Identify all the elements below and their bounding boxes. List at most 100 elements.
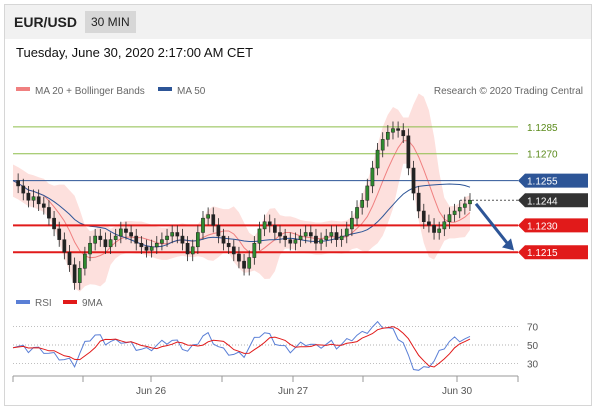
candle-body — [144, 246, 149, 251]
candle-body — [468, 200, 472, 205]
rsi-legend-swatch — [16, 300, 30, 304]
level-tag-1.1230 — [518, 218, 588, 233]
candle-body — [216, 225, 221, 237]
candle-body — [201, 217, 205, 233]
candle-body — [242, 260, 246, 269]
candle-body — [62, 239, 67, 253]
candle-body — [252, 242, 257, 258]
chart-widget: EUR/USD 30 MIN Tuesday, June 30, 2020 2:… — [4, 4, 592, 406]
candle-body — [165, 235, 169, 240]
candle-body — [427, 221, 431, 226]
candle-body — [190, 246, 195, 255]
time-axis-ticks: Jun 26 Jun 27 Jun 30 — [12, 376, 519, 397]
candle-body — [134, 235, 139, 244]
candle-body — [421, 210, 426, 223]
candle-body — [175, 232, 180, 237]
ma50-legend-label: MA 50 — [177, 86, 206, 97]
level-label-1.1255: 1.1255 — [527, 177, 558, 188]
candle-body — [47, 207, 51, 219]
candle-body — [339, 235, 344, 240]
candle-body — [350, 217, 354, 230]
candle-body — [41, 203, 46, 208]
rsi-plot-area: 70 50 30 — [12, 320, 539, 371]
candle-body — [385, 131, 390, 140]
candle-body — [211, 214, 216, 226]
level-label-1.1215: 1.1215 — [527, 248, 558, 259]
candle-body — [247, 257, 252, 269]
candle-body — [329, 232, 334, 237]
bollinger-legend-label: MA 20 + Bollinger Bands — [35, 86, 145, 97]
candle-body — [452, 210, 457, 215]
candle-body — [416, 192, 421, 212]
candle-body — [308, 232, 313, 237]
candle-body — [180, 235, 185, 244]
candle-body — [36, 196, 41, 205]
candle-body — [365, 185, 370, 201]
ma20-line — [12, 140, 471, 259]
candle-body — [113, 235, 118, 240]
level-label-1.1285: 1.1285 — [527, 123, 558, 134]
candle-body — [401, 130, 406, 137]
candle-body — [273, 225, 277, 233]
candle-body — [154, 242, 159, 248]
rsi-ma-line — [12, 326, 471, 368]
candle-body — [293, 239, 298, 244]
chart-header: EUR/USD 30 MIN — [5, 5, 591, 39]
candle-body — [463, 203, 467, 208]
candle-body — [314, 235, 318, 244]
candle-body — [77, 268, 82, 283]
credit-text: Research © 2020 Trading Central — [434, 86, 583, 97]
candle-body — [139, 242, 144, 248]
candle-body — [21, 185, 26, 194]
candle-body — [457, 207, 462, 212]
candle-body — [324, 235, 329, 240]
candle-body — [221, 235, 226, 244]
candle-body — [319, 239, 323, 244]
level-label-1.1244: 1.1244 — [527, 196, 558, 207]
candle-body — [375, 149, 380, 169]
time-tick-label: Jun 27 — [278, 386, 308, 397]
price-chart: MA 20 + Bollinger Bands MA 50 Research ©… — [12, 86, 588, 397]
rsi-ma-legend-swatch — [63, 300, 77, 304]
timeframe-badge[interactable]: 30 MIN — [85, 11, 136, 33]
candle-body — [396, 128, 400, 131]
rsi-tick-50: 50 — [527, 341, 539, 352]
candle-body — [83, 253, 87, 269]
level-label-1.1230: 1.1230 — [527, 221, 558, 232]
candle-body — [437, 228, 442, 233]
rsi-tick-30: 30 — [527, 360, 539, 371]
price-plot-area: 1.1285 1.1270 1.1255 1.1244 1.1230 1.1215 — [12, 93, 588, 292]
candle-body — [16, 180, 20, 187]
symbol-title: EUR/USD — [14, 14, 78, 30]
candle-body — [262, 221, 267, 230]
bollinger-legend-swatch — [16, 87, 30, 91]
level-label-1.1270: 1.1270 — [527, 150, 558, 161]
candle-body — [170, 232, 175, 237]
rsi-ma-legend-label: 9MA — [82, 298, 103, 309]
bollinger-band — [13, 93, 470, 292]
candle-body — [447, 214, 452, 223]
candle-body — [288, 239, 293, 244]
candle-body — [278, 232, 282, 237]
time-tick-label: Jun 30 — [442, 386, 472, 397]
candle-body — [57, 228, 62, 240]
candle-body — [196, 232, 200, 248]
forecast-arrow-shaft — [474, 202, 511, 247]
candle-body — [283, 235, 287, 240]
level-tag-1.1215 — [518, 245, 588, 260]
candle-body — [67, 251, 72, 265]
candle-body — [26, 192, 31, 201]
candle-body — [108, 239, 113, 248]
candle-body — [355, 207, 359, 219]
candle-body — [257, 228, 262, 244]
candle-body — [31, 196, 36, 201]
candle-body — [391, 128, 395, 133]
rsi-legend-label: RSI — [35, 298, 52, 309]
candle-body — [93, 235, 98, 244]
candle-body — [298, 235, 303, 240]
level-tag-1.1244 — [518, 193, 588, 208]
candle-body — [72, 264, 77, 283]
candle-body — [160, 239, 164, 244]
candle-body — [334, 232, 339, 240]
candle-body — [380, 139, 385, 151]
